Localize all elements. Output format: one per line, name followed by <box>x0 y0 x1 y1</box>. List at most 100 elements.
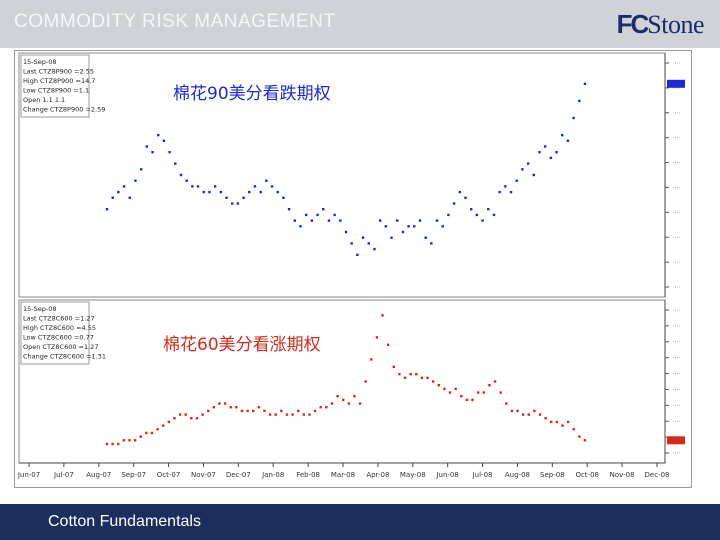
data-point <box>336 395 339 398</box>
data-point <box>448 391 452 394</box>
data-point <box>413 225 416 228</box>
x-tick-label: Jul-08 <box>472 471 493 479</box>
x-tick-label: Jul-07 <box>53 471 74 479</box>
chart-title: 棉花60美分看涨期权 <box>163 335 321 355</box>
data-point <box>111 442 114 446</box>
plot-area <box>18 52 666 298</box>
info-line: Change CTZ8C600 =1.31 <box>23 353 106 361</box>
info-line: Low CTZ8P900 =1.1 <box>23 87 89 95</box>
data-point <box>527 413 530 416</box>
data-point <box>353 395 356 398</box>
data-point <box>515 179 518 182</box>
data-point <box>293 219 296 222</box>
data-point <box>287 208 291 211</box>
fcstone-logo: FCStone <box>616 9 705 39</box>
data-point <box>179 173 183 177</box>
data-point <box>333 213 336 217</box>
data-point <box>403 376 407 380</box>
data-point <box>162 139 166 142</box>
data-point <box>475 213 479 217</box>
data-point <box>396 219 399 222</box>
data-point <box>190 417 193 420</box>
info-box <box>20 301 90 365</box>
data-point <box>460 395 463 398</box>
data-point <box>248 190 251 194</box>
data-point <box>492 213 496 217</box>
data-point <box>270 185 274 188</box>
data-point <box>578 99 581 103</box>
data-point <box>482 391 485 394</box>
data-point <box>246 409 249 413</box>
data-point <box>268 413 272 416</box>
data-point <box>162 424 165 427</box>
data-point <box>401 230 405 234</box>
data-point <box>105 442 109 446</box>
data-point <box>344 230 348 234</box>
data-point <box>128 439 131 442</box>
info-line: 15-Sep-08 <box>23 305 56 313</box>
data-point <box>341 398 345 402</box>
data-point <box>407 225 410 228</box>
data-point <box>196 185 200 188</box>
data-point <box>316 213 319 217</box>
info-line: Open CTZ8C600 =1.27 <box>23 343 98 351</box>
x-tick-label: May-08 <box>400 471 426 479</box>
data-point <box>572 428 575 431</box>
data-point <box>441 225 444 228</box>
data-point <box>105 208 109 211</box>
data-point <box>297 409 300 413</box>
x-tick-label: Aug-07 <box>86 471 111 479</box>
data-point <box>409 372 412 376</box>
data-point <box>381 314 384 317</box>
data-point <box>151 151 154 154</box>
data-point <box>431 380 435 383</box>
data-point <box>504 185 507 188</box>
data-point <box>566 420 570 424</box>
data-point <box>139 435 142 438</box>
data-point <box>240 409 244 413</box>
x-tick-label: Mar-08 <box>331 471 355 479</box>
data-point <box>208 190 211 194</box>
data-point <box>202 190 205 194</box>
data-point <box>133 439 137 442</box>
data-point <box>437 383 440 387</box>
data-point <box>532 173 535 177</box>
data-point <box>191 185 194 188</box>
data-point <box>390 236 393 239</box>
data-point <box>308 413 311 416</box>
info-line: 15-Sep-08 <box>23 58 56 66</box>
data-point <box>265 179 268 182</box>
data-point <box>418 219 422 222</box>
x-tick-label: Sep-07 <box>121 471 146 479</box>
data-point <box>561 133 564 137</box>
info-box <box>20 54 90 118</box>
x-tick-label: Oct-07 <box>157 471 181 479</box>
x-tick-label: Apr-08 <box>366 471 389 479</box>
data-point <box>174 162 177 165</box>
data-point <box>555 151 558 154</box>
data-point <box>498 190 501 194</box>
data-point <box>122 185 126 188</box>
data-point <box>521 168 524 171</box>
data-point <box>415 372 418 376</box>
data-point <box>398 372 401 376</box>
data-point <box>274 413 277 416</box>
data-point <box>242 196 245 199</box>
data-point <box>386 343 390 346</box>
header-bar: COMMODITY RISK MANAGEMENT FCStone <box>0 0 720 48</box>
x-tick-label: Feb-08 <box>296 471 320 479</box>
data-point <box>367 242 370 245</box>
data-point <box>550 420 553 424</box>
data-point <box>282 196 285 199</box>
data-point <box>481 219 484 222</box>
data-point <box>443 387 446 391</box>
data-point <box>566 139 570 142</box>
data-point <box>435 219 439 222</box>
data-point <box>378 219 382 222</box>
data-point <box>543 145 547 148</box>
data-point <box>302 413 306 416</box>
data-point <box>487 208 490 211</box>
data-point <box>347 402 351 405</box>
data-point <box>178 413 182 416</box>
